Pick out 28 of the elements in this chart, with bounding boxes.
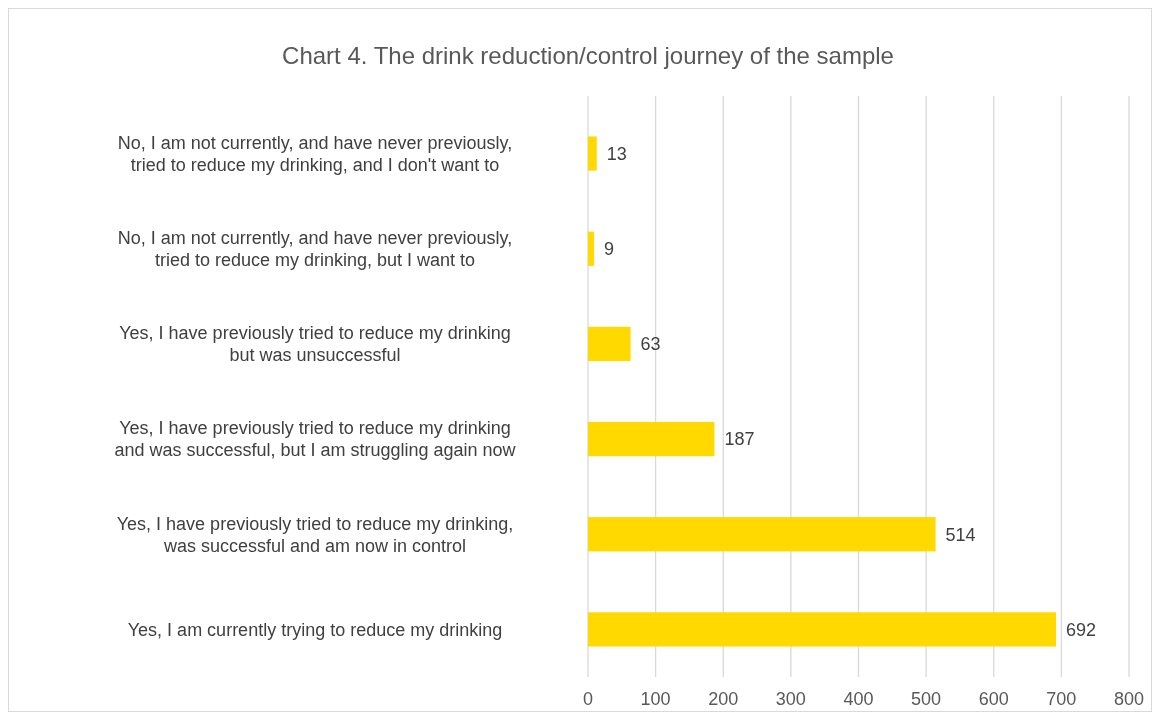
- bar: [588, 517, 936, 552]
- y-tick-label: Yes, I have previously tried to reduce my drinking but was unsuccessful: [119, 323, 511, 366]
- data-label: 13: [606, 143, 627, 164]
- x-tick-label: 300: [775, 689, 806, 709]
- x-tick-label: 800: [1113, 689, 1145, 709]
- y-tick-label: Yes, I have previously tried to reduce my drinking, was successful and am now in control: [116, 513, 514, 556]
- x-tick-label: 0: [582, 689, 594, 709]
- bar: [588, 231, 595, 266]
- y-tick-label: Yes, I am currently trying to reduce my drinking: [127, 619, 503, 640]
- x-tick-label: 200: [708, 689, 739, 709]
- bar: [588, 326, 631, 362]
- y-tick-label: No, I am not currently, and have never previously, tried to reduce my drinking, and I don't want to: [117, 132, 513, 175]
- bar: [588, 421, 715, 457]
- x-tick-label: 400: [843, 689, 874, 709]
- x-tick-label: 500: [911, 689, 942, 709]
- y-tick-label: No, I am not currently, and have never previously, tried to reduce my drinking, but I want to: [117, 228, 513, 271]
- x-tick-label: 600: [978, 689, 1009, 709]
- y-tick-label: Yes, I have previously tried to reduce my drinking and was successful, but I am struggling again now: [114, 418, 517, 461]
- data-label: 692: [1065, 619, 1097, 640]
- data-label: 9: [604, 239, 615, 260]
- chart-title: Chart 4. The drink reduction/control journey of the sample: [282, 42, 894, 69]
- x-tick-label: 700: [1046, 689, 1077, 709]
- data-label: 514: [945, 524, 976, 545]
- x-tick-label: 100: [640, 689, 671, 709]
- data-label: 187: [724, 429, 755, 450]
- bar: [588, 612, 1056, 647]
- data-label: 63: [640, 334, 661, 355]
- bar: [588, 136, 597, 171]
